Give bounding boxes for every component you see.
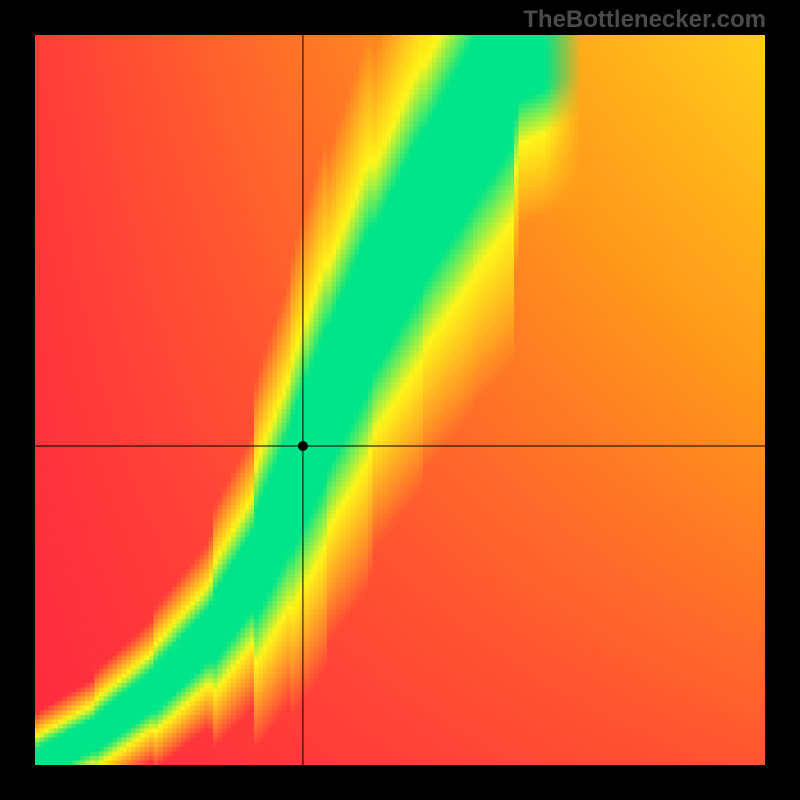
watermark-text: TheBottlenecker.com: [523, 6, 766, 34]
chart-container: TheBottlenecker.com: [0, 0, 800, 800]
heatmap-canvas: [35, 35, 765, 765]
